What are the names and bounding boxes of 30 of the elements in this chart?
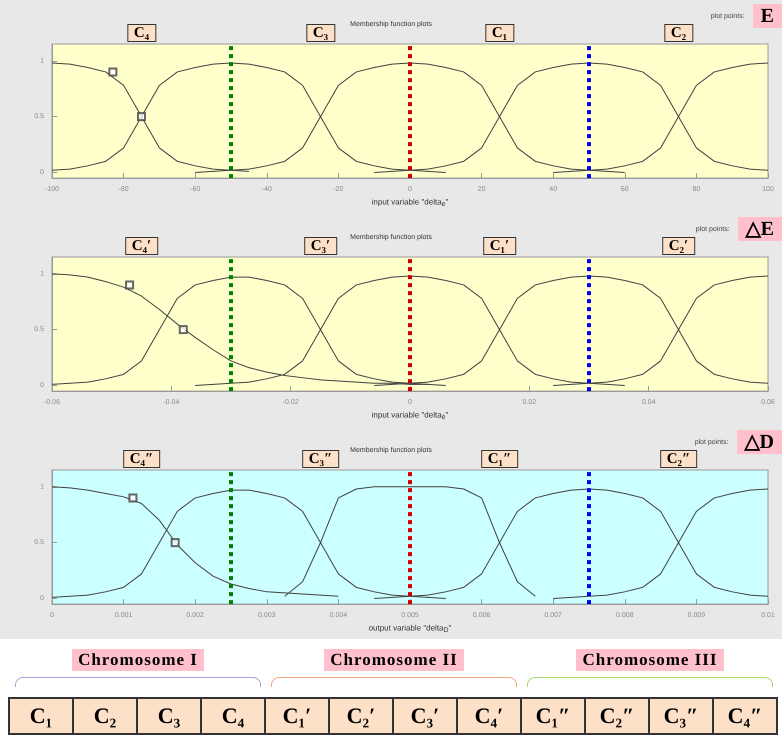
category-label: C₄ <box>222 703 244 729</box>
text: △D <box>736 430 782 454</box>
text: C₃′ <box>304 237 338 255</box>
category-label: C₂ <box>94 703 116 729</box>
text: C₂ <box>664 24 694 42</box>
category-label: C₄′ <box>474 703 504 729</box>
category-label: C₁′ <box>282 703 312 729</box>
text: E <box>752 4 782 28</box>
category-label: C₂″ <box>600 703 634 729</box>
text: Chromosome II <box>324 649 464 671</box>
text: C₄′ <box>124 237 158 255</box>
text: C₂″ <box>660 450 698 468</box>
text: Chromosome I <box>72 649 204 671</box>
text: C₄ <box>126 24 156 42</box>
text: C₃″ <box>302 450 340 468</box>
text: C₂′ <box>662 237 696 255</box>
category-label: C₃ <box>158 703 180 729</box>
text: C₄″ <box>122 450 160 468</box>
category-label: C₂′ <box>346 703 376 729</box>
text: C₁″ <box>480 450 518 468</box>
category-label: C₁ <box>30 703 52 729</box>
category-label: C₃″ <box>664 703 698 729</box>
text: C₁ <box>484 24 514 42</box>
category-label: C₃′ <box>410 703 440 729</box>
text: C₃ <box>306 24 336 42</box>
category-label: C₁″ <box>536 703 570 729</box>
text: C₁′ <box>482 237 516 255</box>
text: Chromosome III <box>576 649 724 671</box>
text: △E <box>738 217 782 241</box>
category-label: C₄″ <box>728 703 762 729</box>
